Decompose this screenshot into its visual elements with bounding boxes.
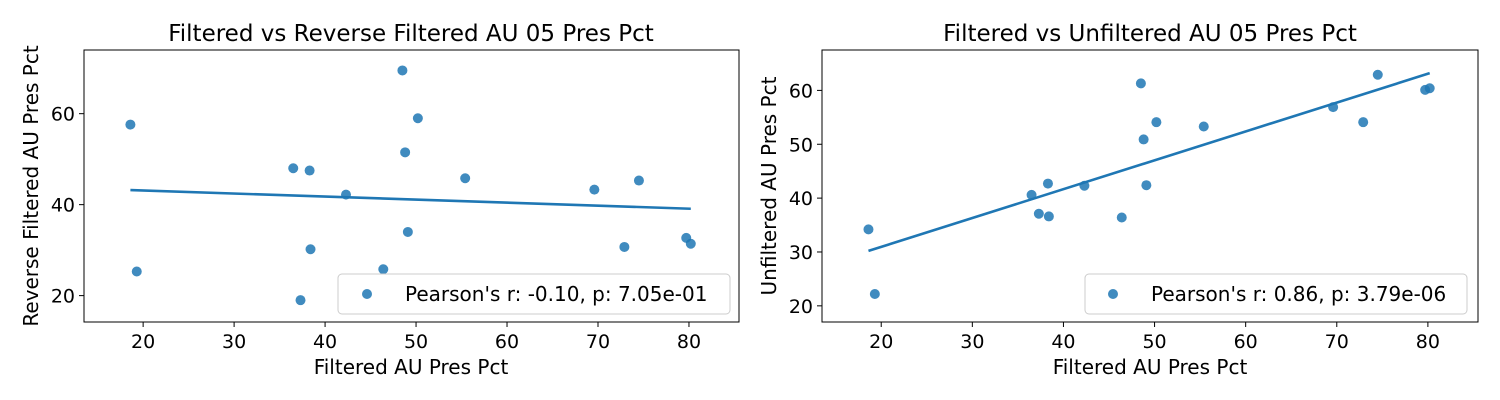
scatter-point bbox=[1042, 178, 1053, 189]
x-axis-label: Filtered AU Pres Pct bbox=[314, 355, 509, 379]
x-tick-label: 30 bbox=[960, 331, 984, 353]
chart-title: Filtered vs Reverse Filtered AU 05 Pres … bbox=[168, 21, 654, 47]
legend-label: Pearson's r: -0.10, p: 7.05e-01 bbox=[405, 282, 707, 306]
y-tick-label: 20 bbox=[789, 296, 813, 318]
scatter-point bbox=[1135, 78, 1146, 89]
y-tick-label: 40 bbox=[51, 195, 75, 217]
scatter-point bbox=[869, 288, 880, 299]
x-tick-label: 20 bbox=[131, 331, 155, 353]
scatter-point bbox=[460, 173, 471, 184]
x-tick-label: 70 bbox=[586, 331, 610, 353]
x-tick-label: 40 bbox=[313, 331, 337, 353]
y-tick-label: 20 bbox=[51, 286, 75, 308]
scatter-point bbox=[400, 147, 411, 158]
y-tick-label: 30 bbox=[789, 242, 813, 264]
legend-marker bbox=[362, 289, 372, 299]
y-tick-label: 60 bbox=[51, 104, 75, 126]
legend-box bbox=[1084, 273, 1468, 315]
scatter-point bbox=[1198, 121, 1209, 132]
scatter-point bbox=[1141, 180, 1152, 191]
scatter-point bbox=[1424, 83, 1435, 94]
y-tick-label: 50 bbox=[789, 134, 813, 156]
scatter-point bbox=[1116, 212, 1127, 223]
x-tick-label: 60 bbox=[495, 331, 519, 353]
x-tick-label: 40 bbox=[1051, 331, 1075, 353]
x-tick-label: 50 bbox=[404, 331, 428, 353]
scatter-point bbox=[1372, 69, 1383, 80]
x-tick-label: 70 bbox=[1325, 331, 1349, 353]
scatter-panel-unfiltered: Filtered vs Unfiltered AU 05 Pres Pct 20… bbox=[757, 21, 1479, 379]
scatter-point bbox=[295, 295, 306, 306]
x-tick-label: 20 bbox=[869, 331, 893, 353]
scatter-point bbox=[589, 184, 600, 195]
x-tick-label: 60 bbox=[1234, 331, 1258, 353]
regression-line bbox=[868, 71, 1431, 253]
scatter-point bbox=[304, 165, 315, 176]
x-tick-label: 80 bbox=[677, 331, 701, 353]
y-tick-label: 40 bbox=[789, 188, 813, 210]
x-axis-label: Filtered AU Pres Pct bbox=[1053, 355, 1248, 379]
y-axis-label: Reverse Filtered AU Pres Pct bbox=[19, 45, 43, 327]
scatter-point bbox=[633, 175, 644, 186]
scatter-point bbox=[305, 244, 316, 255]
regression-line bbox=[130, 188, 691, 211]
x-tick-label: 30 bbox=[222, 331, 246, 353]
scatter-point bbox=[125, 119, 136, 130]
legend: Pearson's r: 0.86, p: 3.79e-06 bbox=[1084, 273, 1468, 315]
chart-title: Filtered vs Unfiltered AU 05 Pres Pct bbox=[943, 21, 1357, 47]
scatter-point bbox=[1138, 134, 1149, 145]
y-tick-label: 60 bbox=[789, 80, 813, 102]
scatter-point bbox=[397, 65, 408, 76]
scatter-point bbox=[1043, 211, 1054, 222]
scatter-point bbox=[1033, 208, 1044, 219]
scatter-point bbox=[131, 266, 142, 277]
x-tick-label: 80 bbox=[1416, 331, 1440, 353]
y-axis-label: Unfiltered AU Pres Pct bbox=[757, 76, 781, 295]
scatter-point bbox=[412, 113, 423, 124]
legend-label: Pearson's r: 0.86, p: 3.79e-06 bbox=[1151, 282, 1446, 306]
scatter-point bbox=[402, 226, 413, 237]
scatter-point bbox=[288, 163, 299, 174]
scatter-point bbox=[685, 238, 696, 249]
legend-box bbox=[337, 273, 731, 315]
scatter-point bbox=[1151, 117, 1162, 128]
plot-frame bbox=[821, 49, 1479, 323]
plot-frame bbox=[83, 49, 740, 323]
x-tick-label: 50 bbox=[1142, 331, 1166, 353]
scatter-point bbox=[378, 264, 389, 275]
legend: Pearson's r: -0.10, p: 7.05e-01 bbox=[337, 273, 731, 315]
legend-marker bbox=[1108, 289, 1118, 299]
scatter-point bbox=[863, 224, 874, 235]
scatter-panel-reverse-filtered: Filtered vs Reverse Filtered AU 05 Pres … bbox=[19, 21, 740, 379]
scatter-point bbox=[1358, 117, 1369, 128]
scatter-point bbox=[619, 241, 630, 252]
